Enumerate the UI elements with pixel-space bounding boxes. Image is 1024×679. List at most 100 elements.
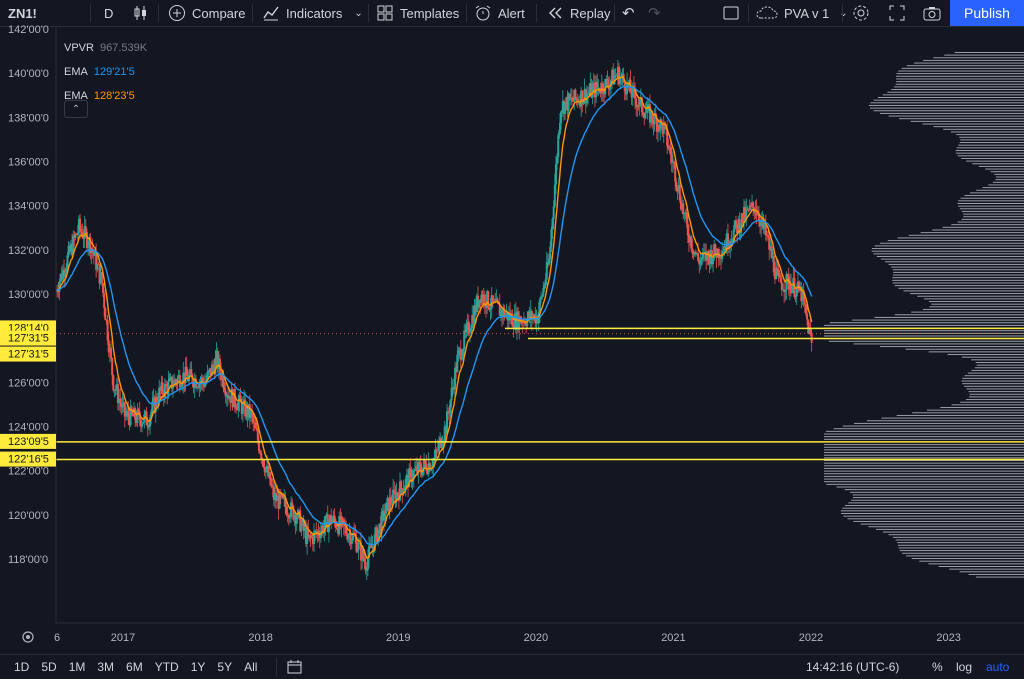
price-tick-label: 142'00'0 bbox=[8, 24, 49, 36]
candle-body bbox=[396, 492, 399, 495]
candle-body bbox=[636, 105, 639, 108]
candle-body bbox=[327, 521, 330, 533]
candle-body bbox=[170, 376, 173, 389]
candle-body bbox=[77, 218, 80, 233]
candle-body bbox=[95, 251, 98, 270]
candle-body bbox=[784, 289, 787, 293]
layout-name: PVA v 1 bbox=[784, 5, 830, 21]
volume-bar bbox=[968, 573, 1024, 575]
volume-bar bbox=[895, 83, 1024, 85]
volume-bar bbox=[922, 123, 1024, 125]
clock[interactable]: 14:42:16 (UTC-6) bbox=[806, 660, 900, 674]
candle-body bbox=[673, 161, 676, 165]
auto-toggle[interactable]: auto bbox=[986, 660, 1010, 674]
legend-collapse-button[interactable]: ⌃ bbox=[64, 100, 88, 118]
interval-button[interactable]: D bbox=[104, 5, 114, 21]
horizontal-levels[interactable] bbox=[56, 327, 1024, 461]
volume-bar bbox=[873, 253, 1024, 255]
chevron-down-icon[interactable]: ⌄ bbox=[354, 7, 363, 19]
candle-body bbox=[400, 481, 403, 489]
candle-body bbox=[630, 92, 633, 98]
settings-button[interactable] bbox=[852, 0, 870, 26]
candle-body bbox=[105, 319, 108, 321]
candle-body bbox=[286, 514, 289, 516]
volume-bar bbox=[824, 324, 1024, 326]
symbol-search[interactable]: ZN1! bbox=[8, 5, 37, 21]
range-all[interactable]: All bbox=[244, 660, 258, 674]
range-6m[interactable]: 6M bbox=[126, 660, 143, 674]
legend-ema-2[interactable]: EMA 128'23'5 bbox=[64, 84, 147, 108]
price-axis[interactable]: 142'00'0 140'00'0 138'00'0 136'00'0 134'00'0… bbox=[0, 24, 57, 623]
replay-button[interactable]: Replay bbox=[546, 0, 610, 26]
publish-button[interactable]: Publish bbox=[950, 0, 1024, 26]
candle-body bbox=[126, 410, 129, 415]
candle-body bbox=[667, 145, 670, 149]
candle-body bbox=[668, 147, 671, 149]
candle-body bbox=[557, 135, 560, 158]
alert-button[interactable]: Alert bbox=[474, 0, 525, 26]
range-3m[interactable]: 3M bbox=[97, 660, 115, 674]
candle-body bbox=[559, 113, 562, 130]
candle-body bbox=[651, 110, 654, 121]
price-chart[interactable]: 142'00'0 140'00'0 138'00'0 136'00'0 134'00'0… bbox=[0, 0, 1024, 651]
candle-body bbox=[127, 410, 130, 418]
volume-bar bbox=[958, 205, 1024, 207]
candle-body bbox=[687, 235, 690, 243]
volume-bar bbox=[955, 149, 1024, 151]
volume-bar bbox=[911, 311, 1024, 313]
candle-body bbox=[263, 466, 266, 473]
price-tick-label: 124'00'0 bbox=[8, 421, 49, 433]
candle-body bbox=[525, 323, 528, 326]
range-5d[interactable]: 5D bbox=[41, 660, 57, 674]
candle-body bbox=[387, 498, 390, 512]
candle-body bbox=[522, 320, 525, 324]
log-toggle[interactable]: log bbox=[956, 660, 973, 674]
volume-bar bbox=[957, 155, 1024, 157]
candle-body bbox=[754, 209, 757, 213]
candle-body bbox=[743, 206, 745, 223]
time-axis[interactable]: 6 2017 2018 2019 2020 2021 2022 2023 bbox=[22, 622, 1024, 644]
candle-body bbox=[588, 92, 591, 94]
candle-body bbox=[214, 358, 217, 375]
fullscreen-layout-button[interactable] bbox=[722, 0, 740, 26]
candle-body bbox=[160, 382, 163, 391]
volume-bar bbox=[824, 465, 1024, 467]
range-5y[interactable]: 5Y bbox=[217, 660, 233, 674]
toolbar-divider bbox=[252, 4, 253, 22]
toolbar-divider bbox=[748, 4, 749, 22]
time-tick-label: 2023 bbox=[936, 632, 960, 644]
candle-body bbox=[237, 401, 240, 411]
goto-date-button[interactable] bbox=[286, 659, 304, 678]
volume-bar bbox=[847, 518, 1024, 520]
candle-body bbox=[694, 251, 697, 255]
chart-type-button[interactable] bbox=[132, 0, 150, 26]
legend-vpvr[interactable]: VPVR 967.539K bbox=[64, 36, 147, 60]
candle-body bbox=[800, 286, 803, 302]
snapshot-button[interactable] bbox=[922, 0, 942, 26]
candle-body bbox=[103, 293, 106, 309]
fullscreen-button[interactable] bbox=[888, 0, 906, 26]
volume-bar bbox=[942, 226, 1024, 228]
redo-icon[interactable]: ↷ bbox=[648, 5, 661, 22]
percent-toggle[interactable]: % bbox=[932, 660, 943, 674]
candle-body bbox=[64, 272, 67, 277]
range-1d[interactable]: 1D bbox=[14, 660, 30, 674]
axis-settings-gear-icon[interactable] bbox=[22, 631, 34, 643]
compare-button[interactable]: Compare bbox=[168, 0, 245, 26]
legend-ema-1[interactable]: EMA 129'21'5 bbox=[64, 60, 147, 84]
volume-bar bbox=[868, 104, 1024, 106]
candle-body bbox=[790, 284, 793, 294]
range-ytd[interactable]: YTD bbox=[154, 660, 179, 674]
candle-body bbox=[746, 208, 749, 210]
indicators-button[interactable]: Indicators ⌄ bbox=[262, 0, 363, 26]
range-1m[interactable]: 1M bbox=[68, 660, 86, 674]
candle-body bbox=[66, 255, 69, 268]
undo-icon[interactable]: ↶ bbox=[622, 5, 635, 22]
range-1y[interactable]: 1Y bbox=[190, 660, 206, 674]
volume-bar bbox=[843, 515, 1024, 517]
candle-body bbox=[107, 340, 110, 353]
layout-menu-button[interactable]: PVA v 1 ⌄ bbox=[756, 0, 848, 26]
templates-button[interactable]: Templates bbox=[376, 0, 459, 26]
candle-body bbox=[150, 412, 153, 418]
candle-body bbox=[293, 515, 296, 520]
